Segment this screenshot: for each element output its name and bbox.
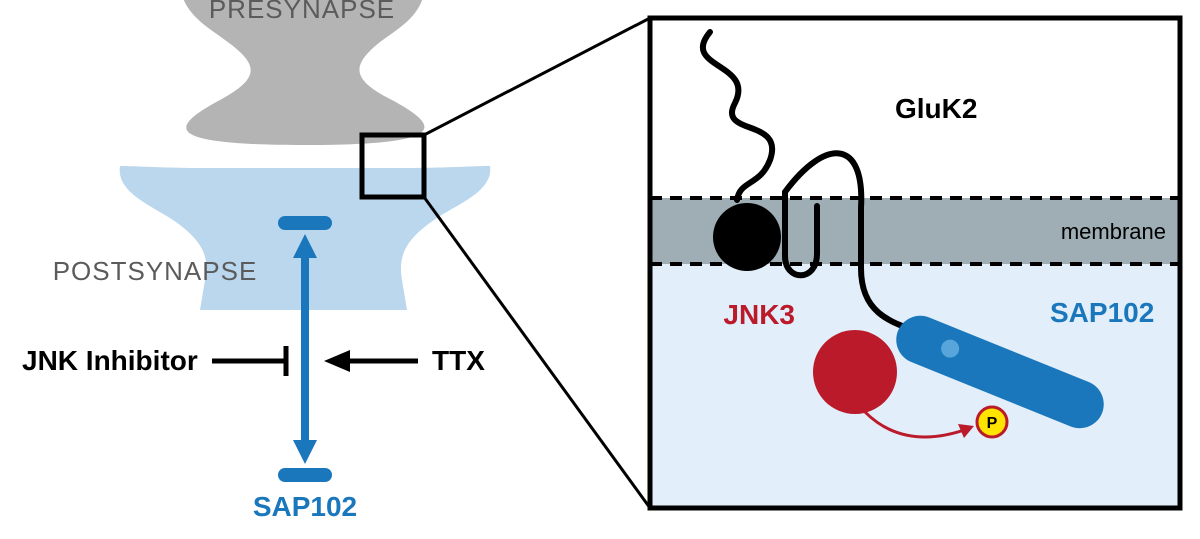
jnk3-label: JNK3 bbox=[723, 299, 795, 330]
zoom-line-top bbox=[424, 18, 650, 135]
sap102-inset-label: SAP102 bbox=[1050, 297, 1154, 328]
arrowhead-down bbox=[293, 440, 317, 464]
sap102-bottom-pill bbox=[278, 468, 332, 482]
postsynapse-label: POSTSYNAPSE bbox=[53, 256, 258, 286]
sap102-bottom-label: SAP102 bbox=[253, 491, 357, 522]
presynapse-label: PRESYNAPSE bbox=[209, 0, 395, 24]
gluk2-label: GluK2 bbox=[895, 93, 977, 124]
sap102-top-pill bbox=[278, 216, 332, 230]
jnk3-shape bbox=[813, 330, 897, 414]
ttx-arrowhead bbox=[324, 350, 350, 372]
membrane-label: membrane bbox=[1061, 219, 1166, 244]
jnk-inhibitor-label: JNK Inhibitor bbox=[22, 345, 198, 376]
ttx-label: TTX bbox=[432, 345, 485, 376]
gluk2-tm-blob bbox=[713, 203, 781, 271]
phosphate-label: P bbox=[987, 415, 998, 432]
